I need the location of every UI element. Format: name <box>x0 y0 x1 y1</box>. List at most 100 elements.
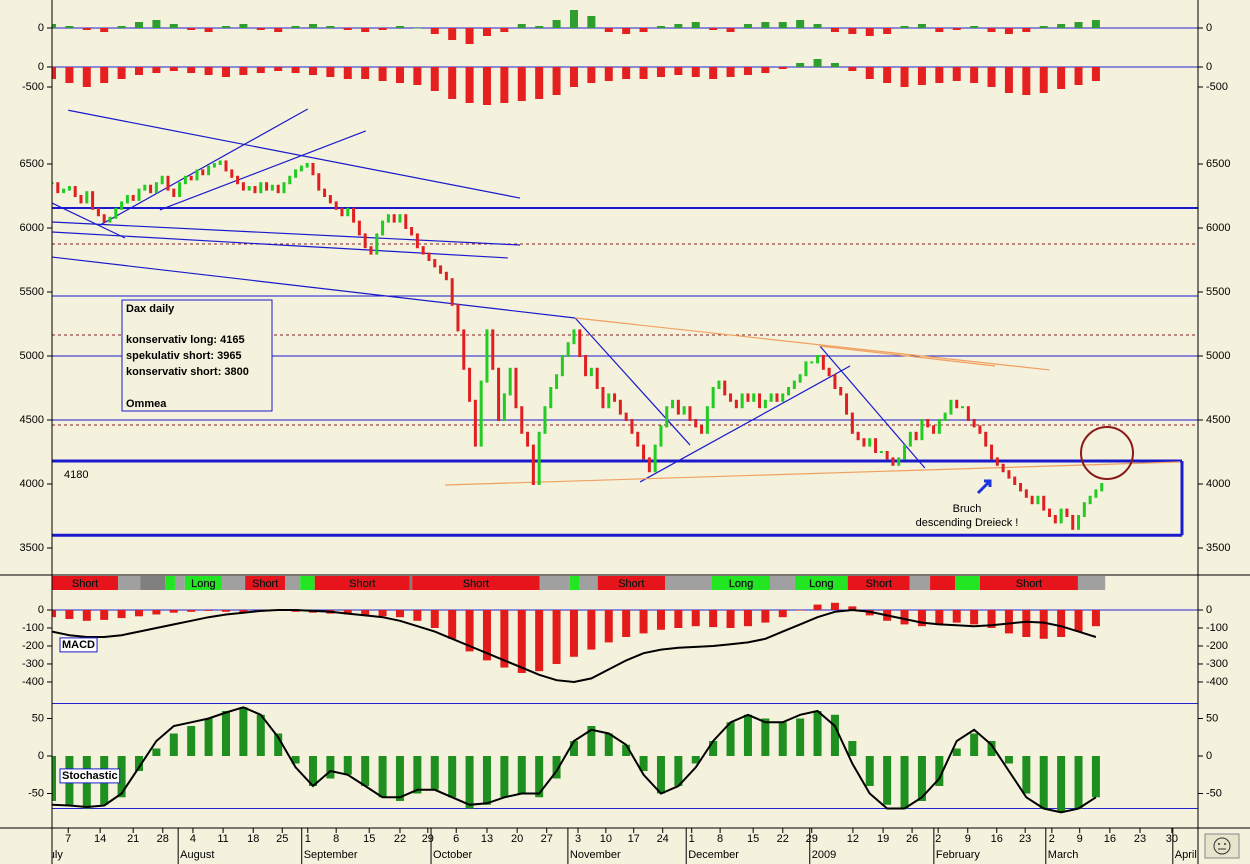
trendline <box>574 317 691 446</box>
histogram-bar <box>1039 756 1048 809</box>
histogram-bar <box>813 604 822 610</box>
trendline <box>99 108 309 226</box>
histogram-bar <box>500 756 509 798</box>
histogram-bar <box>343 28 352 30</box>
signal-segment <box>118 576 141 590</box>
histogram-bar <box>100 609 109 620</box>
histogram-bar <box>448 28 457 40</box>
histogram-bar <box>52 609 56 618</box>
smiley-face <box>1213 837 1231 855</box>
histogram-bar <box>65 67 74 83</box>
histogram-bar <box>256 714 265 756</box>
trendline <box>575 317 1050 371</box>
x-tick-label: 8 <box>717 833 723 845</box>
price-bar <box>839 387 843 396</box>
price-bar <box>752 393 756 402</box>
plot-area <box>52 10 1198 814</box>
histogram-bar <box>517 756 526 794</box>
histogram-bar <box>100 28 109 32</box>
signal-segment <box>909 576 931 590</box>
price-bar <box>114 207 118 219</box>
price-bar <box>885 450 889 460</box>
month-label: March <box>1048 849 1079 861</box>
histogram-bar <box>743 609 752 627</box>
histogram-bar <box>65 26 74 28</box>
histogram-bar <box>448 67 457 99</box>
histogram-bar <box>761 67 770 73</box>
histogram-bar <box>308 24 317 28</box>
price-bar <box>67 186 71 191</box>
y-tick-label: 6500 <box>20 158 44 170</box>
price-bar <box>1053 514 1057 524</box>
price-bar <box>734 399 738 409</box>
x-tick-label: 22 <box>394 833 406 845</box>
signal-segment <box>221 576 246 590</box>
histogram-bar <box>552 20 561 28</box>
histogram-bar <box>134 756 143 771</box>
histogram-bar <box>1074 67 1083 85</box>
price-bar <box>891 457 895 466</box>
histogram-bar <box>970 26 979 28</box>
histogram-bar <box>187 28 196 30</box>
histogram-bar <box>952 609 961 623</box>
y-tick-label: 5500 <box>1206 286 1230 298</box>
price-bar <box>624 412 628 421</box>
histogram-bar <box>796 63 805 67</box>
histogram-bar <box>52 24 56 28</box>
price-bar <box>630 419 634 434</box>
price-bar <box>763 399 767 409</box>
histogram-bar <box>326 756 335 779</box>
histogram-bar <box>796 20 805 28</box>
info-text: konservativ short: 3800 <box>126 366 249 378</box>
price-bar <box>850 412 854 434</box>
info-text: Dax daily <box>126 303 175 315</box>
y-tick-label: -300 <box>1206 658 1228 670</box>
price-bar <box>497 367 501 421</box>
price-bar <box>903 444 907 460</box>
x-tick-label: 14 <box>94 833 106 845</box>
x-tick-label: 15 <box>747 833 759 845</box>
histogram-bar <box>1057 67 1066 89</box>
histogram-bar <box>1057 609 1066 637</box>
histogram-bar <box>987 609 996 628</box>
histogram-bar <box>117 756 126 798</box>
histogram-bar <box>970 609 979 625</box>
histogram-bar <box>465 28 474 44</box>
signal-label: Long <box>729 578 753 590</box>
signal-segment <box>847 576 910 590</box>
price-bar <box>404 214 408 230</box>
smiley[interactable] <box>1204 833 1240 859</box>
price-bar <box>508 367 512 396</box>
price-bar <box>769 393 773 402</box>
price-bar <box>607 393 611 409</box>
histogram-bar <box>674 609 683 628</box>
price-bar <box>91 191 95 210</box>
price-bar <box>549 387 553 409</box>
histogram-bar <box>535 756 544 798</box>
price-bar <box>955 399 959 409</box>
y-tick-label: 5000 <box>20 350 44 362</box>
y-tick-label: -300 <box>22 658 44 670</box>
histogram-bar <box>883 756 892 805</box>
histogram-bar <box>274 67 283 71</box>
y-tick-label: 4000 <box>20 478 44 490</box>
y-tick-label: 3500 <box>1206 542 1230 554</box>
histogram-bar <box>935 756 944 786</box>
price-bar <box>160 175 164 185</box>
histogram-bar <box>761 609 770 623</box>
signal-segment <box>569 576 580 590</box>
histogram-bar <box>778 609 787 618</box>
panel-label-box <box>59 637 98 653</box>
histogram-bar <box>674 24 683 28</box>
y-tick-label: 6000 <box>20 222 44 234</box>
price-bar <box>334 201 338 210</box>
price-bar <box>688 406 692 421</box>
trendline <box>52 231 508 259</box>
month-label: July <box>43 849 63 861</box>
histogram-bar <box>674 756 683 786</box>
y-tick-label: 0 <box>1206 604 1212 616</box>
trendline <box>819 345 926 469</box>
price-bar <box>526 431 530 447</box>
histogram-bar <box>604 28 613 32</box>
histogram-bar <box>743 714 752 756</box>
